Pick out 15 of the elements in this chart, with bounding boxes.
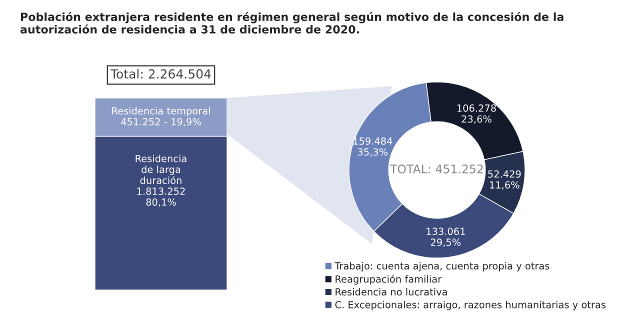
legend-label: Reagrupación familiar <box>336 274 442 285</box>
series-label: Residencia temporal <box>112 106 210 116</box>
text: Total: 2.264.504 <box>110 68 211 79</box>
legend-label: Trabajo: cuenta ajena, cuenta propia y otras <box>334 262 550 272</box>
data-label: 451.252 - 19,9% <box>121 118 201 126</box>
data-label: 133.061 29,5% <box>426 228 465 247</box>
legend-label: C. Excepcionales: arraigo, razones humanitarias y otras <box>335 300 606 310</box>
legend-label: Residencia no lucrativa <box>336 288 447 296</box>
series-label: Residencia de larga duración <box>136 154 186 184</box>
data-label: 1.813.252 80,1% <box>137 188 185 207</box>
data-label: 159.484 35,3% <box>354 137 392 157</box>
text: Población extranjera residente en régimen general según motivo de la concesión de la autorización de residencia a 31 de diciembre de 2020. <box>20 12 564 34</box>
text: TOTAL: 451.252 <box>390 164 483 174</box>
data-label: 106.278 23,6% <box>457 104 496 124</box>
data-label: 52.429 11,6% <box>488 170 521 190</box>
